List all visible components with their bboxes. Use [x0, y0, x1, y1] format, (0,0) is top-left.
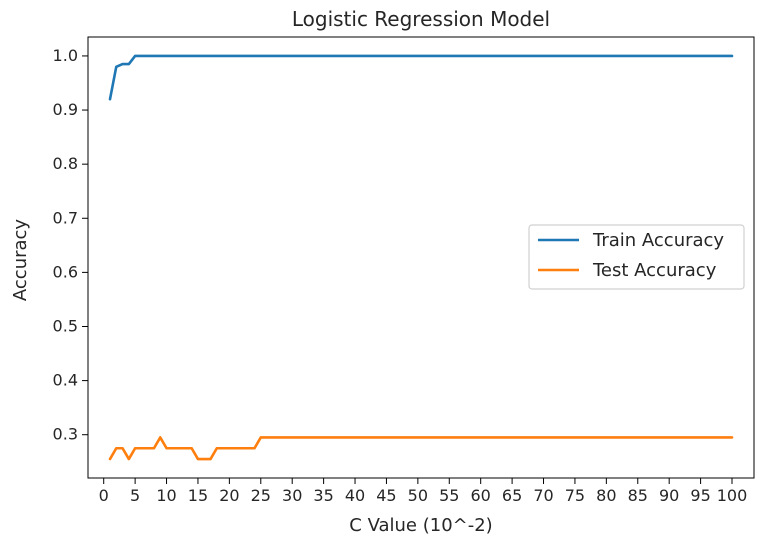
- x-tick-label: 55: [439, 486, 459, 505]
- series-layer: [108, 54, 734, 461]
- x-tick-label: 85: [628, 486, 648, 505]
- x-axis-label: C Value (10^-2): [349, 515, 492, 536]
- x-tick-label: 100: [717, 486, 748, 505]
- chart-title: Logistic Regression Model: [292, 7, 550, 31]
- x-tick-label: 70: [533, 486, 553, 505]
- x-tick-label: 15: [188, 486, 208, 505]
- plot-area: [87, 36, 755, 479]
- x-tick-label: 65: [502, 486, 522, 505]
- series-line-1: [108, 436, 734, 461]
- x-tick-label: 25: [251, 486, 271, 505]
- y-tick-label: 0.4: [53, 371, 78, 390]
- x-tick-label: 95: [690, 486, 710, 505]
- legend-label-1: Test Accuracy: [592, 260, 717, 281]
- legend-label-0: Train Accuracy: [592, 230, 724, 251]
- y-tick-label: 0.5: [53, 316, 78, 335]
- y-tick-label: 0.6: [53, 262, 78, 281]
- legend: Train Accuracy Test Accuracy: [528, 224, 745, 290]
- y-tick-label: 0.3: [53, 425, 78, 444]
- x-tick-label: 60: [471, 486, 491, 505]
- y-tick-label: 0.7: [53, 208, 78, 227]
- y-tick-label: 1.0: [53, 46, 78, 65]
- x-tick-label: 90: [659, 486, 679, 505]
- y-tick-label: 0.8: [53, 154, 78, 173]
- x-tick-label: 35: [313, 486, 333, 505]
- x-tick-label: 20: [219, 486, 239, 505]
- x-tick-label: 30: [282, 486, 302, 505]
- x-axis: 0 5 10 15 20 25 30 35 40 45 50 55 60 65 70 75 80 85 90 95 10…: [99, 478, 748, 505]
- x-tick-label: 0: [99, 486, 109, 505]
- y-axis: 0.3 0.4 0.5 0.6 0.7 0.8 0.9 1.0: [53, 46, 88, 444]
- plot-frame: [87, 36, 755, 479]
- y-tick-label: 0.9: [53, 100, 78, 119]
- legend-box: [528, 224, 745, 290]
- x-tick-label: 75: [565, 486, 585, 505]
- x-tick-label: 80: [596, 486, 616, 505]
- x-tick-label: 5: [130, 486, 140, 505]
- y-axis-label: Accuracy: [10, 219, 31, 302]
- x-tick-label: 10: [156, 486, 176, 505]
- x-tick-label: 50: [408, 486, 428, 505]
- x-tick-label: 40: [345, 486, 365, 505]
- x-tick-label: 45: [376, 486, 396, 505]
- series-line-0: [108, 54, 734, 101]
